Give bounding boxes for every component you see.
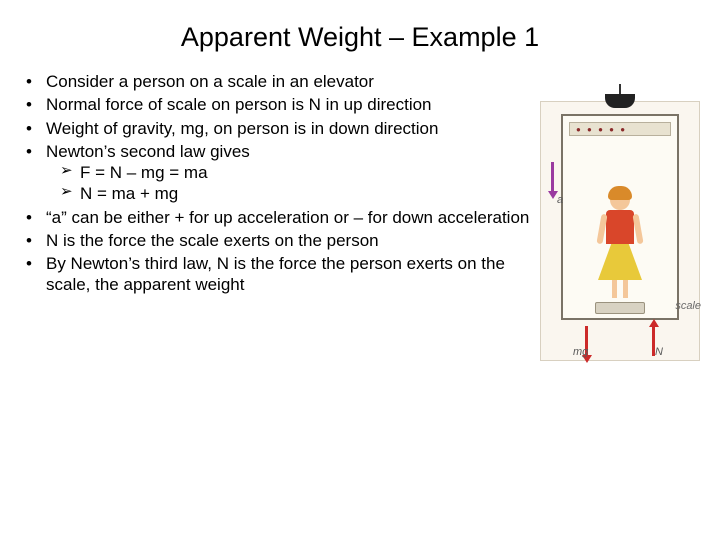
- elevator-panel: ● ● ● ● ●: [569, 122, 671, 136]
- elevator-box: ● ● ● ● ●: [561, 114, 679, 320]
- scale-icon: [595, 302, 645, 314]
- sub-text: N = ma + mg: [80, 184, 178, 203]
- panel-dots-icon: ● ● ● ● ●: [576, 125, 627, 134]
- sub-item: F = N – mg = ma: [60, 162, 530, 183]
- bullet-item: Normal force of scale on person is N in …: [26, 94, 530, 115]
- bullet-text: “a” can be either + for up acceleration …: [46, 208, 529, 227]
- text-column: Consider a person on a scale in an eleva…: [26, 71, 540, 361]
- leg-icon: [623, 280, 628, 298]
- arm-left-icon: [596, 214, 607, 245]
- bullet-text: Weight of gravity, mg, on person is in d…: [46, 119, 438, 138]
- bullet-item: By Newton’s third law, N is the force th…: [26, 253, 530, 296]
- bullet-text: Newton’s second law gives: [46, 142, 250, 161]
- bullet-text: Normal force of scale on person is N in …: [46, 95, 432, 114]
- hair-icon: [608, 186, 632, 200]
- sub-text: F = N – mg = ma: [80, 163, 208, 182]
- scale-label: scale: [675, 300, 701, 312]
- arms-icon: [597, 214, 643, 244]
- arm-right-icon: [632, 214, 643, 245]
- bullet-item: Newton’s second law gives F = N – mg = m…: [26, 141, 530, 205]
- page-title: Apparent Weight – Example 1: [0, 0, 720, 71]
- skirt-icon: [598, 244, 642, 280]
- figure-column: ● ● ● ● ● a mg N scale: [540, 71, 712, 361]
- head-icon: [610, 190, 630, 210]
- bullet-item: “a” can be either + for up acceleration …: [26, 207, 530, 228]
- bullet-text: Consider a person on a scale in an eleva…: [46, 72, 374, 91]
- label-mg: mg: [573, 346, 588, 358]
- sub-list: F = N – mg = ma N = ma + mg: [46, 162, 530, 205]
- arrow-a-icon: [551, 162, 554, 192]
- bullet-text: N is the force the scale exerts on the p…: [46, 231, 379, 250]
- bullet-item: N is the force the scale exerts on the p…: [26, 230, 530, 251]
- elevator-figure: ● ● ● ● ● a mg N scale: [540, 101, 700, 361]
- bullet-text: By Newton’s third law, N is the force th…: [46, 254, 505, 294]
- leg-icon: [612, 280, 617, 298]
- person-icon: [597, 190, 643, 300]
- bullet-item: Consider a person on a scale in an eleva…: [26, 71, 530, 92]
- bullet-list: Consider a person on a scale in an eleva…: [26, 71, 530, 296]
- bullet-item: Weight of gravity, mg, on person is in d…: [26, 118, 530, 139]
- label-a: a: [557, 194, 563, 206]
- sub-item: N = ma + mg: [60, 183, 530, 204]
- legs-icon: [610, 280, 630, 298]
- content-row: Consider a person on a scale in an eleva…: [0, 71, 720, 361]
- label-n: N: [655, 346, 663, 358]
- pulley-icon: [605, 94, 635, 108]
